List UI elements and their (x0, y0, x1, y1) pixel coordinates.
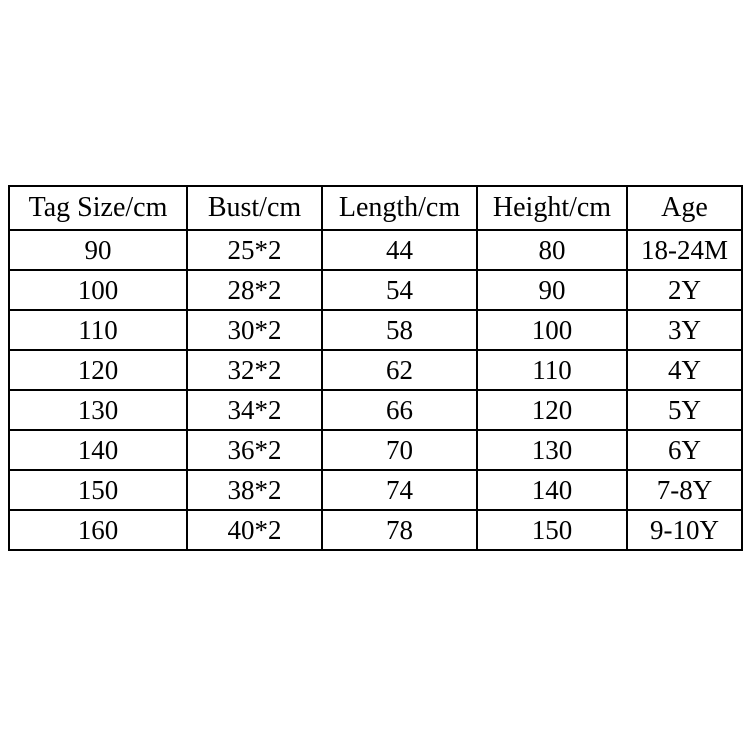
table-cell: 2Y (626, 269, 743, 311)
header-cell: Height/cm (476, 185, 628, 231)
header-cell: Bust/cm (186, 185, 323, 231)
table-head: Tag Size/cm Bust/cm Length/cm Height/cm Age (8, 185, 743, 231)
table-cell: 7-8Y (626, 469, 743, 511)
table-cell: 6Y (626, 429, 743, 471)
table-cell: 130 (476, 429, 628, 471)
table-row: 100 28*2 54 90 2Y (8, 269, 743, 311)
table-cell: 110 (476, 349, 628, 391)
table-cell: 40*2 (186, 509, 323, 551)
table-cell: 25*2 (186, 229, 323, 271)
table-cell: 130 (8, 389, 188, 431)
table-cell: 3Y (626, 309, 743, 351)
table-cell: 100 (476, 309, 628, 351)
table-cell: 100 (8, 269, 188, 311)
table-cell: 58 (321, 309, 478, 351)
header-cell: Tag Size/cm (8, 185, 188, 231)
table-cell: 34*2 (186, 389, 323, 431)
table-cell: 36*2 (186, 429, 323, 471)
table-cell: 66 (321, 389, 478, 431)
table-cell: 74 (321, 469, 478, 511)
table-cell: 140 (476, 469, 628, 511)
table-cell: 18-24M (626, 229, 743, 271)
table-row: 140 36*2 70 130 6Y (8, 429, 743, 471)
table-cell: 54 (321, 269, 478, 311)
table-body: 90 25*2 44 80 18-24M 100 28*2 54 90 2Y 110 30*2 58 10… (8, 229, 743, 551)
table-cell: 90 (476, 269, 628, 311)
table-cell: 62 (321, 349, 478, 391)
table-cell: 120 (8, 349, 188, 391)
table-cell: 150 (476, 509, 628, 551)
table-cell: 32*2 (186, 349, 323, 391)
table-cell: 9-10Y (626, 509, 743, 551)
size-table: Tag Size/cm Bust/cm Length/cm Height/cm Age … (8, 185, 743, 551)
table-cell: 78 (321, 509, 478, 551)
table-cell: 140 (8, 429, 188, 471)
table-row: 160 40*2 78 150 9-10Y (8, 509, 743, 551)
table-cell: 28*2 (186, 269, 323, 311)
table-row: 110 30*2 58 100 3Y (8, 309, 743, 351)
table-cell: 38*2 (186, 469, 323, 511)
table-cell: 30*2 (186, 309, 323, 351)
table-cell: 110 (8, 309, 188, 351)
table-cell: 80 (476, 229, 628, 271)
table-cell: 5Y (626, 389, 743, 431)
table-cell: 4Y (626, 349, 743, 391)
table-cell: 150 (8, 469, 188, 511)
table-cell: 44 (321, 229, 478, 271)
table-row: 120 32*2 62 110 4Y (8, 349, 743, 391)
header-cell: Length/cm (321, 185, 478, 231)
table-row: 90 25*2 44 80 18-24M (8, 229, 743, 271)
table-row: 130 34*2 66 120 5Y (8, 389, 743, 431)
header-row: Tag Size/cm Bust/cm Length/cm Height/cm Age (8, 185, 743, 231)
table-cell: 120 (476, 389, 628, 431)
table-cell: 90 (8, 229, 188, 271)
table-cell: 70 (321, 429, 478, 471)
header-cell: Age (626, 185, 743, 231)
table-cell: 160 (8, 509, 188, 551)
table-row: 150 38*2 74 140 7-8Y (8, 469, 743, 511)
